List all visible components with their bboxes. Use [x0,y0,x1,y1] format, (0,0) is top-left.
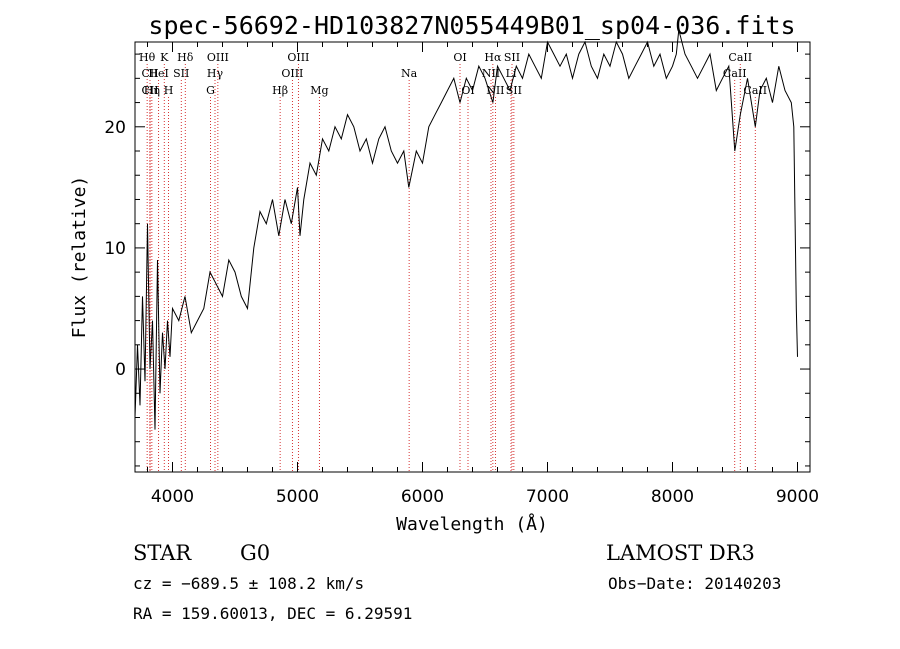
x-axis: 4000 5000 6000 7000 8000 9000 [147,42,819,507]
obs-date: Obs−Date: 20140203 [608,574,782,593]
spectrum-line [134,29,798,430]
marker-label: CII [141,67,158,80]
marker-label: CaII [723,67,747,80]
marker-label: SII [506,84,522,97]
marker-label: Mg [310,84,328,97]
marker-label: Hη [144,84,160,97]
marker-label: SII [504,51,520,64]
marker-label: K [160,51,169,64]
coordinates: RA = 159.60013, DEC = 6.29591 [133,604,413,623]
marker-label: NII [482,67,500,80]
x-tick-label: 4000 [151,487,194,507]
x-tick-label: 6000 [401,487,444,507]
marker-label: CII [141,84,158,97]
marker-label: OIII [281,67,303,80]
marker-label: OIII [207,51,229,64]
x-tick-label: 5000 [276,487,319,507]
marker-label: Hγ [207,67,224,80]
marker-label: G [206,84,215,97]
marker-label: Hα [484,51,502,64]
marker-label: Na [401,67,418,80]
marker-label: OIII [287,51,309,64]
marker-label: CaII [728,51,752,64]
marker-label: OI [453,51,466,64]
marker-label: Hβ [272,84,288,97]
marker-label: Li [506,67,517,80]
object-subclass: G0 [240,541,271,565]
x-tick-label: 9000 [776,487,819,507]
y-tick-label: 10 [104,239,126,259]
marker-label: SII [173,67,189,80]
marker-label: H [164,84,174,97]
x-tick-label: 7000 [526,487,569,507]
y-axis: 0 10 20 [104,53,810,467]
x-axis-label: Wavelength (Å) [396,513,548,535]
marker-label: Hθ [139,51,156,64]
marker-label: Hδ [177,51,194,64]
marker-label: HeI [148,67,168,80]
marker-label: NII [486,84,504,97]
x-tick-label: 8000 [651,487,694,507]
y-tick-label: 0 [115,360,126,380]
marker-label: CaII [743,84,767,97]
y-tick-label: 20 [104,118,126,138]
y-axis-label: Flux (relative) [69,176,90,339]
plot-frame [134,41,811,473]
redshift-cz: cz = −689.5 ± 108.2 km/s [133,574,365,593]
chart-title: spec-56692-HD103827N055449B01_sp04-036.f… [148,11,795,40]
object-class: STAR [133,541,192,565]
survey-name: LAMOST DR3 [606,541,755,565]
